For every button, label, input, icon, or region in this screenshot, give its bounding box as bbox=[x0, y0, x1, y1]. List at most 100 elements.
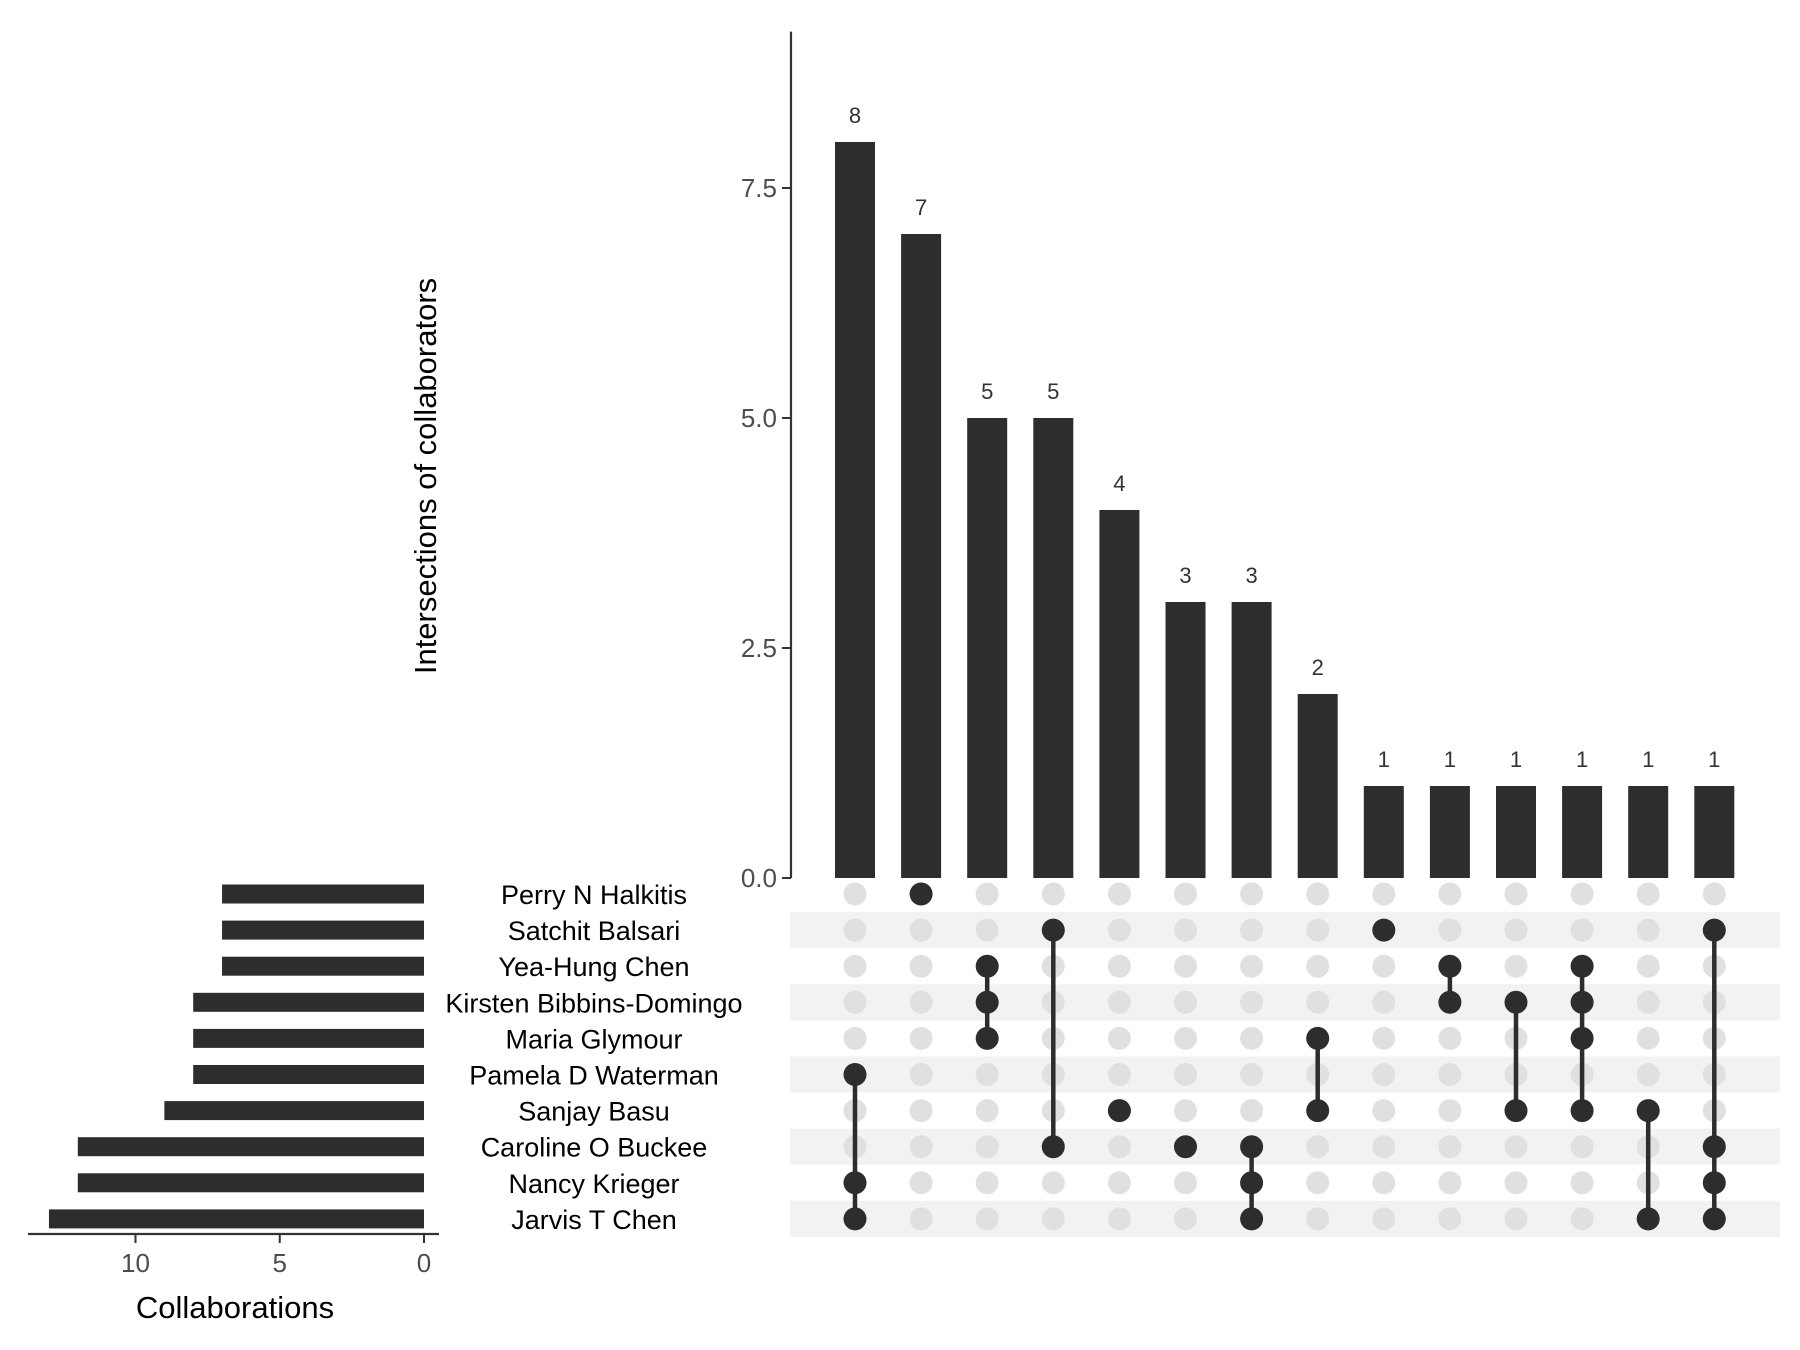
matrix-dot-inactive bbox=[1570, 1171, 1594, 1195]
set-size-bar bbox=[193, 1065, 424, 1084]
matrix-dot-active bbox=[975, 990, 999, 1014]
set-name-label: Nancy Krieger bbox=[508, 1169, 679, 1199]
bar-value-label: 4 bbox=[1113, 471, 1125, 496]
matrix-dot-inactive bbox=[1107, 1171, 1131, 1195]
matrix-dot-active bbox=[1636, 1099, 1660, 1123]
matrix-dot-active bbox=[1570, 1099, 1594, 1123]
matrix-dot-inactive bbox=[909, 1135, 933, 1159]
set-name-label: Perry N Halkitis bbox=[501, 880, 687, 910]
matrix-dot-inactive bbox=[1438, 1026, 1462, 1050]
matrix-row-stripe bbox=[790, 984, 1780, 1021]
matrix-dot-inactive bbox=[1240, 1026, 1264, 1050]
set-name-label: Maria Glymour bbox=[505, 1024, 682, 1054]
matrix-dot-inactive bbox=[1174, 1171, 1197, 1195]
matrix-dot-inactive bbox=[909, 990, 933, 1014]
matrix-dot-inactive bbox=[1174, 918, 1197, 942]
y-tick-label: 5.0 bbox=[741, 403, 777, 433]
matrix-dot-inactive bbox=[1438, 1063, 1462, 1086]
bar-value-label: 1 bbox=[1378, 747, 1390, 772]
matrix-dot-inactive bbox=[843, 990, 867, 1014]
matrix-dot-active bbox=[1702, 918, 1726, 942]
matrix-dot-inactive bbox=[1240, 954, 1264, 978]
matrix-dot-active bbox=[843, 1207, 867, 1231]
matrix-dot-inactive bbox=[1372, 1063, 1396, 1086]
matrix-dot-inactive bbox=[975, 882, 999, 906]
matrix-dot-inactive bbox=[975, 1099, 999, 1123]
matrix-dot-inactive bbox=[1107, 1063, 1131, 1086]
matrix-dot-active bbox=[909, 882, 933, 906]
intersection-bar-labels: 8 7 5 5 4 3 3 2 1 1 1 1 1 1 bbox=[849, 103, 1721, 772]
matrix-dot-inactive bbox=[1041, 882, 1065, 906]
matrix-dot-inactive bbox=[1636, 1026, 1660, 1050]
matrix-dot-inactive bbox=[843, 954, 867, 978]
intersection-bars bbox=[835, 142, 1735, 878]
matrix-dot-inactive bbox=[1504, 882, 1528, 906]
matrix-dot-inactive bbox=[1306, 882, 1330, 906]
bar-value-label: 2 bbox=[1312, 655, 1324, 680]
matrix-dot-active bbox=[1306, 1099, 1330, 1123]
matrix-dot-active bbox=[1107, 1099, 1131, 1123]
set-name-label: Pamela D Waterman bbox=[469, 1061, 719, 1091]
matrix-dot-inactive bbox=[1636, 954, 1660, 978]
matrix-dot-inactive bbox=[1372, 1171, 1396, 1195]
matrix-dot-active bbox=[1504, 1099, 1528, 1123]
matrix-dot-active bbox=[1240, 1171, 1264, 1195]
matrix-dot-inactive bbox=[1174, 1099, 1197, 1123]
matrix-dot-inactive bbox=[1504, 1207, 1528, 1231]
bar-value-label: 3 bbox=[1179, 563, 1191, 588]
matrix-dot-inactive bbox=[1570, 1135, 1594, 1159]
matrix-dot-active bbox=[843, 1171, 867, 1195]
bar-value-label: 5 bbox=[1047, 379, 1059, 404]
matrix-dot-inactive bbox=[909, 954, 933, 978]
matrix-dot-active bbox=[1041, 918, 1065, 942]
matrix-dot-inactive bbox=[1438, 918, 1462, 942]
intersection-bar bbox=[1165, 602, 1206, 878]
matrix-dot-inactive bbox=[975, 1063, 999, 1086]
bar-value-label: 8 bbox=[849, 103, 861, 128]
matrix-dot-inactive bbox=[909, 1099, 933, 1123]
matrix-dot-active bbox=[975, 1026, 999, 1050]
intersection-bar bbox=[1231, 602, 1272, 878]
matrix-dot-inactive bbox=[1438, 882, 1462, 906]
matrix-dot-inactive bbox=[1702, 882, 1726, 906]
matrix-dot-active bbox=[1306, 1026, 1330, 1050]
matrix-dot-inactive bbox=[1372, 1135, 1396, 1159]
set-name-label: Yea-Hung Chen bbox=[498, 952, 689, 982]
bar-value-label: 1 bbox=[1444, 747, 1456, 772]
membership-matrix bbox=[843, 882, 1726, 1231]
matrix-dot-inactive bbox=[1438, 1207, 1462, 1231]
set-name-label: Sanjay Basu bbox=[518, 1097, 670, 1127]
matrix-dot-inactive bbox=[1240, 990, 1264, 1014]
matrix-dot-inactive bbox=[1107, 1026, 1131, 1050]
matrix-dot-active bbox=[975, 954, 999, 978]
intersection-bar bbox=[1363, 786, 1404, 878]
set-size-bar bbox=[193, 992, 424, 1012]
set-names: Perry N Halkitis Satchit Balsari Yea-Hung … bbox=[445, 880, 742, 1235]
matrix-dot-inactive bbox=[1174, 1026, 1197, 1050]
bar-value-label: 1 bbox=[1642, 747, 1654, 772]
matrix-dot-inactive bbox=[1504, 918, 1528, 942]
x-tick-label: 10 bbox=[121, 1248, 150, 1278]
set-size-bar bbox=[77, 1137, 425, 1157]
matrix-dot-active bbox=[1570, 990, 1594, 1014]
x-tick-label: 5 bbox=[273, 1248, 287, 1278]
matrix-dot-inactive bbox=[1504, 954, 1528, 978]
set-name-label: Satchit Balsari bbox=[508, 916, 681, 946]
matrix-dot-active bbox=[1438, 990, 1462, 1014]
matrix-dot-inactive bbox=[1570, 1207, 1594, 1231]
matrix-row-stripe bbox=[790, 912, 1780, 949]
y-tick-label: 2.5 bbox=[741, 633, 777, 663]
matrix-dot-inactive bbox=[1174, 954, 1197, 978]
matrix-dot-active bbox=[1636, 1207, 1660, 1231]
set-size-bar bbox=[48, 1209, 424, 1229]
matrix-dot-inactive bbox=[1504, 1171, 1528, 1195]
matrix-dot-inactive bbox=[1240, 1063, 1264, 1086]
matrix-dot-active bbox=[843, 1063, 867, 1086]
matrix-dot-inactive bbox=[1570, 918, 1594, 942]
intersection-bar bbox=[1694, 786, 1735, 878]
matrix-dot-inactive bbox=[1504, 1135, 1528, 1159]
matrix-dot-inactive bbox=[1438, 1099, 1462, 1123]
matrix-dot-active bbox=[1702, 1171, 1726, 1195]
matrix-dot-active bbox=[1570, 954, 1594, 978]
matrix-row-stripe bbox=[790, 1128, 1780, 1165]
